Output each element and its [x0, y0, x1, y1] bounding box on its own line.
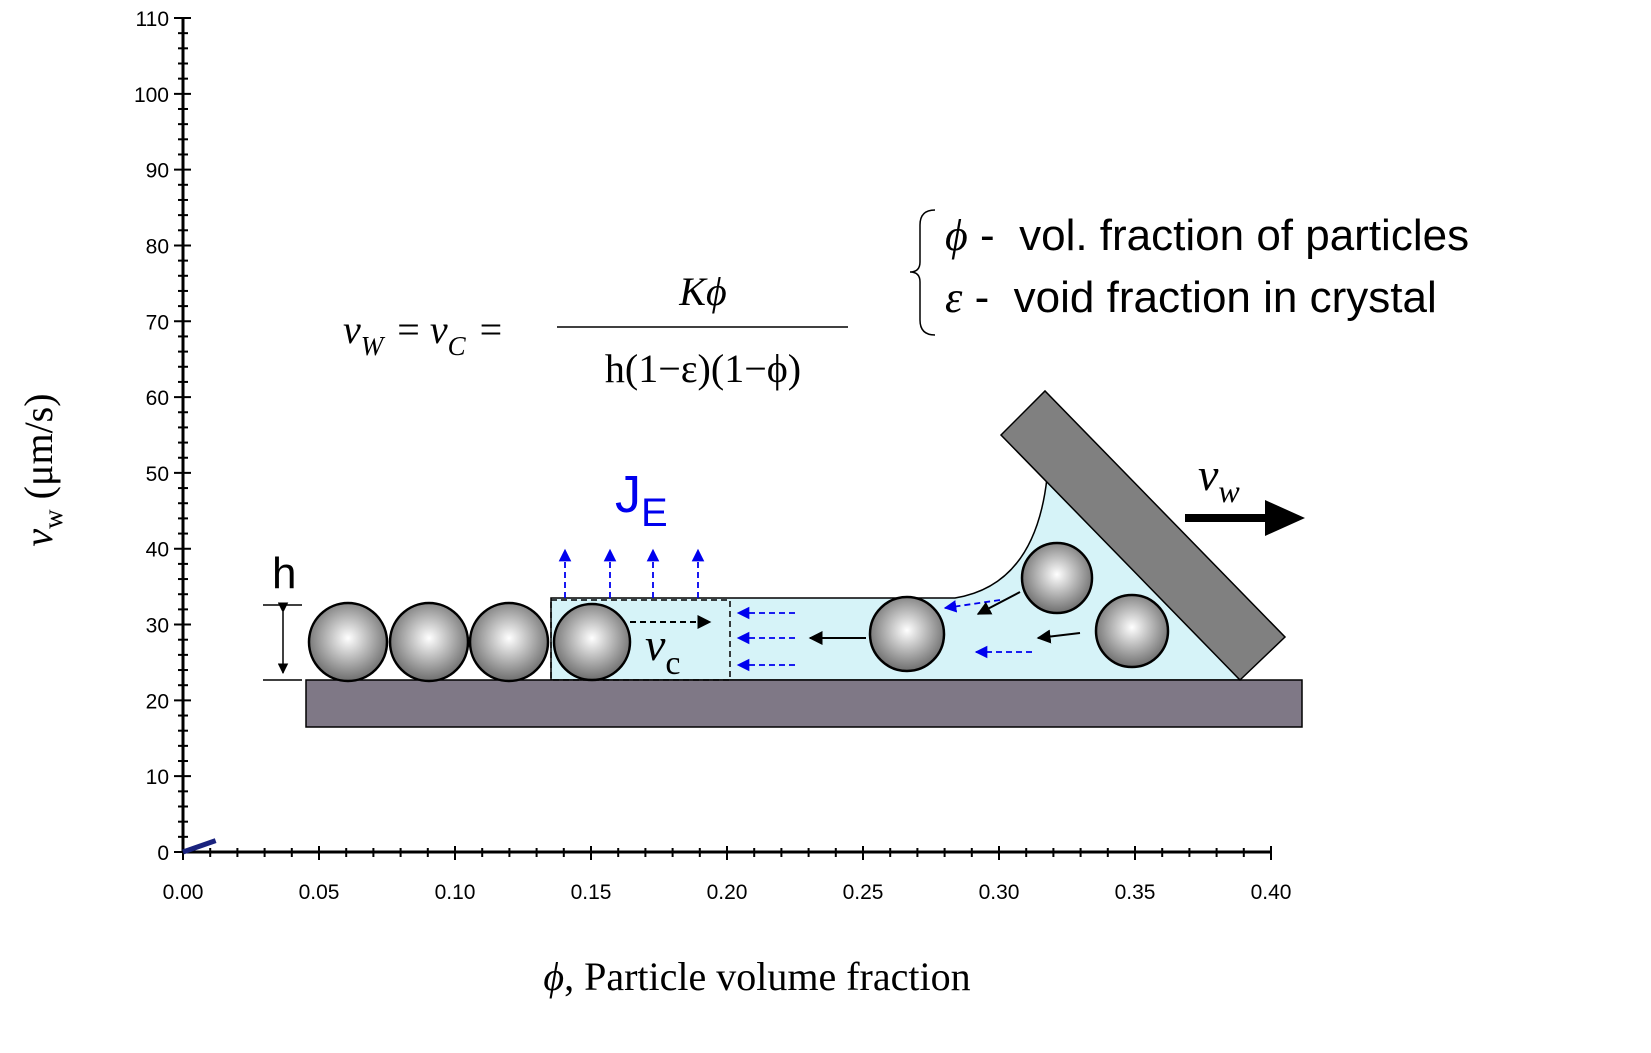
x-tick-label: 0.00 — [163, 881, 204, 904]
x-tick-label: 0.05 — [299, 881, 340, 904]
y-tick-label: 90 — [146, 160, 169, 183]
x-axis-label: ϕ, Particle volume fraction — [543, 954, 970, 999]
particles — [307, 541, 1170, 683]
brace — [909, 209, 936, 336]
y-axis-label: vw (μm/s) — [16, 393, 68, 546]
legend-line: ϕ - vol. fraction of particles — [945, 211, 1469, 260]
evaporation-arrows — [558, 548, 1032, 672]
flux-label: JE — [615, 466, 668, 535]
y-tick-label: 0 — [157, 842, 169, 865]
equation-left: vW = vC = — [343, 307, 502, 361]
legend-line: ε - void fraction in crystal — [945, 273, 1437, 322]
vw-label: vw — [1198, 449, 1240, 509]
y-tick-label: 20 — [146, 690, 169, 713]
flow-arrows — [630, 591, 1081, 645]
y-tick-label: 10 — [146, 766, 169, 789]
y-tick-label: 60 — [146, 387, 169, 410]
x-tick-label: 0.40 — [1251, 881, 1292, 904]
y-tick-label: 30 — [146, 615, 169, 638]
y-tick-label: 40 — [146, 539, 169, 562]
y-tick-label: 80 — [146, 235, 169, 258]
equation-denominator: h(1−ε)(1−ϕ) — [605, 346, 801, 391]
data-line — [182, 838, 217, 855]
y-tick-label: 70 — [146, 311, 169, 334]
y-tick-label: 110 — [136, 8, 169, 31]
plate — [999, 389, 1287, 682]
y-tick-label: 50 — [146, 463, 169, 486]
substrate — [305, 679, 1303, 728]
withdrawal-arrow-head — [1265, 500, 1305, 536]
x-tick-label: 0.35 — [1115, 881, 1156, 904]
x-tick-label: 0.30 — [979, 881, 1020, 904]
vc-label: vc — [645, 619, 681, 682]
x-tick-label: 0.20 — [707, 881, 748, 904]
h-label: h — [272, 549, 296, 598]
x-tick-label: 0.15 — [571, 881, 612, 904]
diagram: h JE vc vw vW = vC = Kϕ h(1−ε)(1−ϕ) ϕ - vol… — [263, 209, 1469, 728]
h-dimension — [263, 602, 302, 681]
x-tick-label: 0.25 — [843, 881, 884, 904]
y-tick-label: 100 — [134, 84, 169, 107]
equation-numerator: Kϕ — [678, 269, 726, 314]
x-tick-label: 0.10 — [435, 881, 476, 904]
